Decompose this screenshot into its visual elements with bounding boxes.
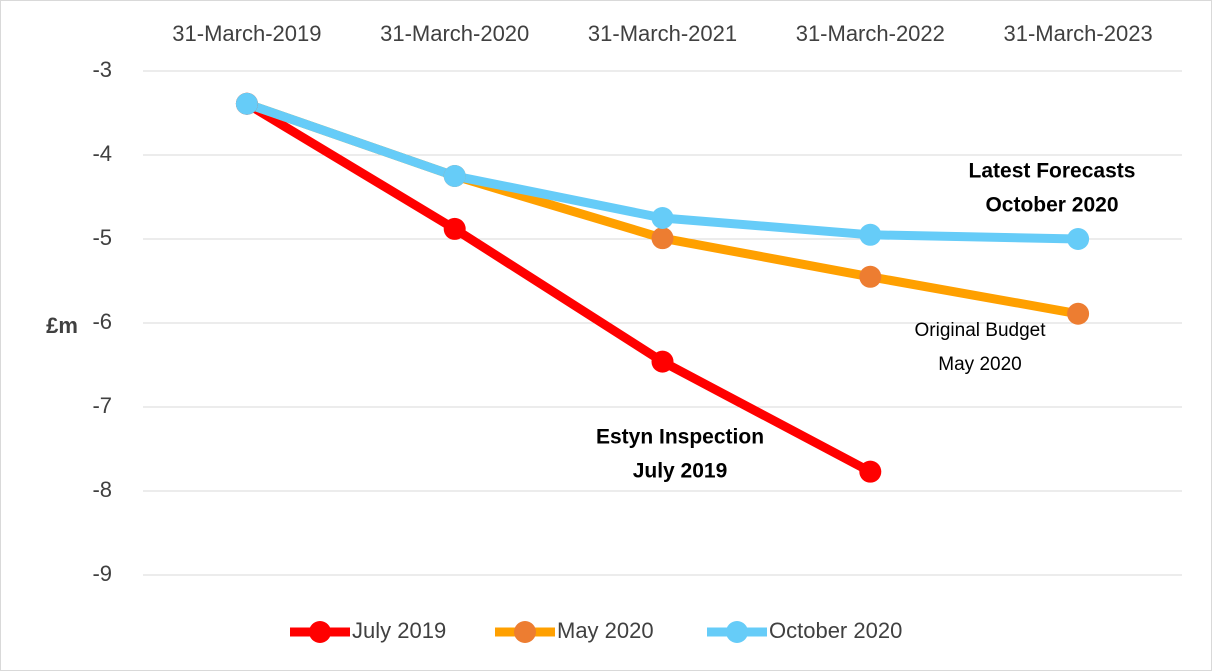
legend-marker	[726, 621, 748, 643]
y-tick-label: -3	[92, 57, 112, 82]
y-tick-label: -8	[92, 477, 112, 502]
y-tick-label: -7	[92, 393, 112, 418]
annotation: October 2020	[985, 194, 1118, 217]
point-marker	[651, 227, 674, 250]
x-tick-label: 31-March-2020	[380, 21, 529, 46]
x-tick-label: 31-March-2023	[1004, 21, 1153, 46]
point-marker	[1067, 228, 1090, 250]
point-marker	[859, 265, 882, 288]
annotation: Estyn Inspection	[596, 426, 764, 449]
annotation: July 2019	[633, 460, 728, 483]
annotation: May 2020	[938, 354, 1021, 375]
point-marker	[651, 350, 674, 373]
annotation: Original Budget	[915, 320, 1047, 341]
point-marker	[443, 165, 466, 187]
point-marker	[859, 223, 882, 246]
x-tick-label: 31-March-2021	[588, 21, 737, 46]
x-tick-label: 31-March-2022	[796, 21, 945, 46]
point-marker	[1067, 302, 1090, 325]
point-marker	[443, 217, 466, 240]
y-tick-label: -9	[92, 561, 112, 586]
legend-marker	[514, 621, 536, 643]
legend-label: July 2019	[352, 618, 446, 643]
series-line	[244, 99, 873, 476]
legend-label: October 2020	[769, 618, 902, 643]
annotation: Latest Forecasts	[969, 160, 1136, 183]
y-tick-label: -4	[92, 141, 112, 166]
y-axis-label: £m	[46, 313, 78, 338]
point-marker	[651, 207, 674, 229]
y-tick-label: -5	[92, 225, 112, 250]
legend-marker	[309, 621, 331, 643]
point-marker	[859, 460, 882, 483]
x-tick-label: 31-March-2019	[172, 21, 321, 46]
point-marker	[235, 92, 258, 115]
legend-label: May 2020	[557, 618, 654, 643]
y-tick-label: -6	[92, 309, 112, 334]
